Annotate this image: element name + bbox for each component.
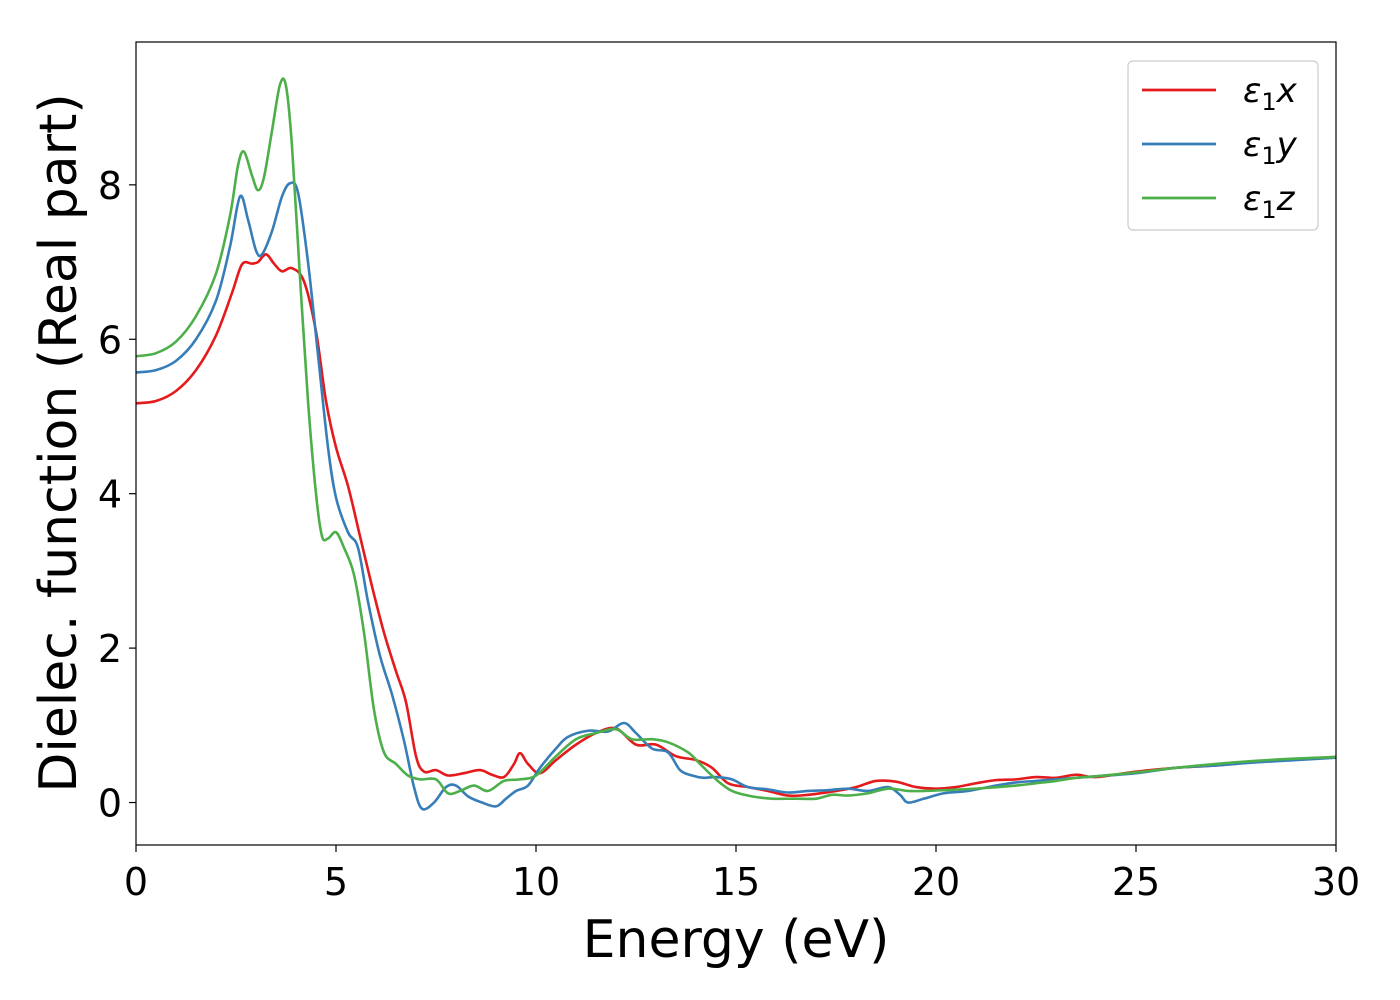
x-tick-label: 20 [912, 860, 960, 904]
series-layer [136, 77, 1336, 811]
series-line-y [136, 181, 1336, 811]
x-axis-title: Energy (eV) [583, 910, 890, 970]
x-tick-label: 15 [712, 860, 760, 904]
y-tick-label: 6 [98, 318, 122, 362]
x-tick-label: 25 [1112, 860, 1160, 904]
x-tick-label: 0 [124, 860, 148, 904]
y-tick-label: 0 [98, 782, 122, 826]
legend-label-x: ε1x [1243, 71, 1298, 116]
x-tick-label: 10 [512, 860, 560, 904]
y-tick-label: 4 [98, 473, 122, 517]
legend-box [1127, 60, 1319, 231]
legend: ε1x ε1y ε1z [1127, 60, 1319, 231]
series-line-z [136, 77, 1336, 801]
x-tick-label: 5 [324, 860, 348, 904]
y-tick-label: 2 [98, 627, 122, 671]
legend-label-z: ε1z [1243, 179, 1296, 224]
y-axis-title: Dielec. function (Real part) [29, 93, 89, 792]
ticks-layer: 0 5 10 15 20 25 30 0 2 4 6 8 [98, 164, 1360, 904]
legend-label-y: ε1y [1243, 125, 1298, 170]
y-tick-label: 8 [98, 164, 122, 208]
x-tick-label: 30 [1312, 860, 1360, 904]
